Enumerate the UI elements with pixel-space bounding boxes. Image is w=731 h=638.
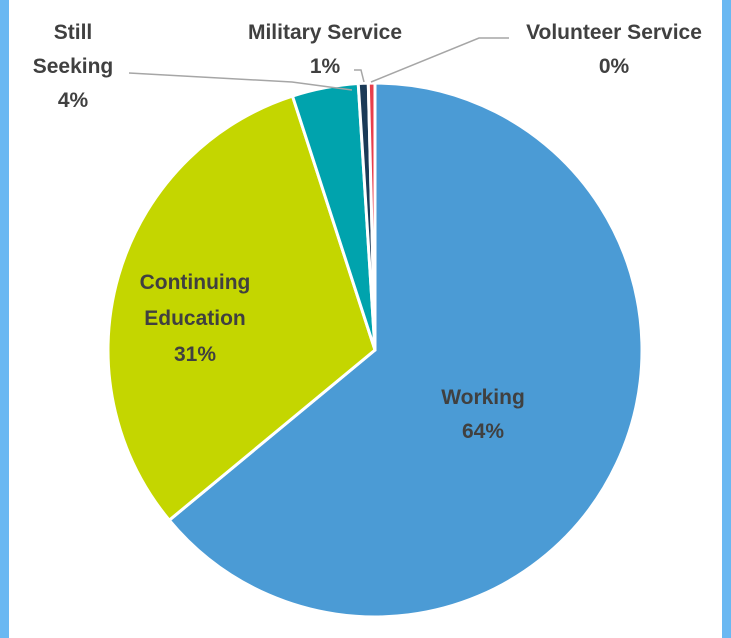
data-label-continuing-education: Continuing Education 31% — [140, 271, 251, 366]
data-label-line: Education — [144, 307, 246, 330]
leader-line-still-seeking — [128, 72, 353, 91]
pie-chart: Working 64% Continuing Education 31% Still See… — [33, 21, 702, 619]
data-label-line: Seeking — [33, 55, 114, 78]
data-label-line: Still — [54, 21, 93, 44]
data-label-military-service: Military Service 1% — [248, 21, 402, 78]
leader-line-military-service — [354, 69, 365, 83]
data-label-line: Military Service — [248, 21, 402, 44]
slices-layer — [106, 81, 644, 619]
data-label-line: 4% — [58, 89, 89, 112]
data-label-line: 31% — [174, 343, 216, 366]
pie-slice-working — [167, 81, 644, 619]
data-label-still-seeking: Still Seeking 4% — [33, 21, 114, 112]
chart-panel: Working 64% Continuing Education 31% Still See… — [9, 0, 722, 638]
leader-line-volunteer-service — [370, 37, 509, 83]
pie-slice-volunteer-service — [366, 81, 377, 352]
data-label-line: Working — [441, 386, 525, 409]
leaders-layer — [128, 37, 509, 91]
data-label-volunteer-service: Volunteer Service 0% — [526, 21, 702, 78]
pie-slice-continuing-education — [106, 94, 377, 522]
data-label-line: 64% — [462, 420, 504, 443]
data-label-line: Continuing — [140, 271, 251, 294]
data-label-line: 0% — [599, 55, 630, 78]
data-label-line: Volunteer Service — [526, 21, 702, 44]
labels-layer: Working 64% Continuing Education 31% Still See… — [33, 21, 702, 443]
data-label-line: 1% — [310, 55, 341, 78]
data-label-working: Working 64% — [441, 386, 525, 443]
